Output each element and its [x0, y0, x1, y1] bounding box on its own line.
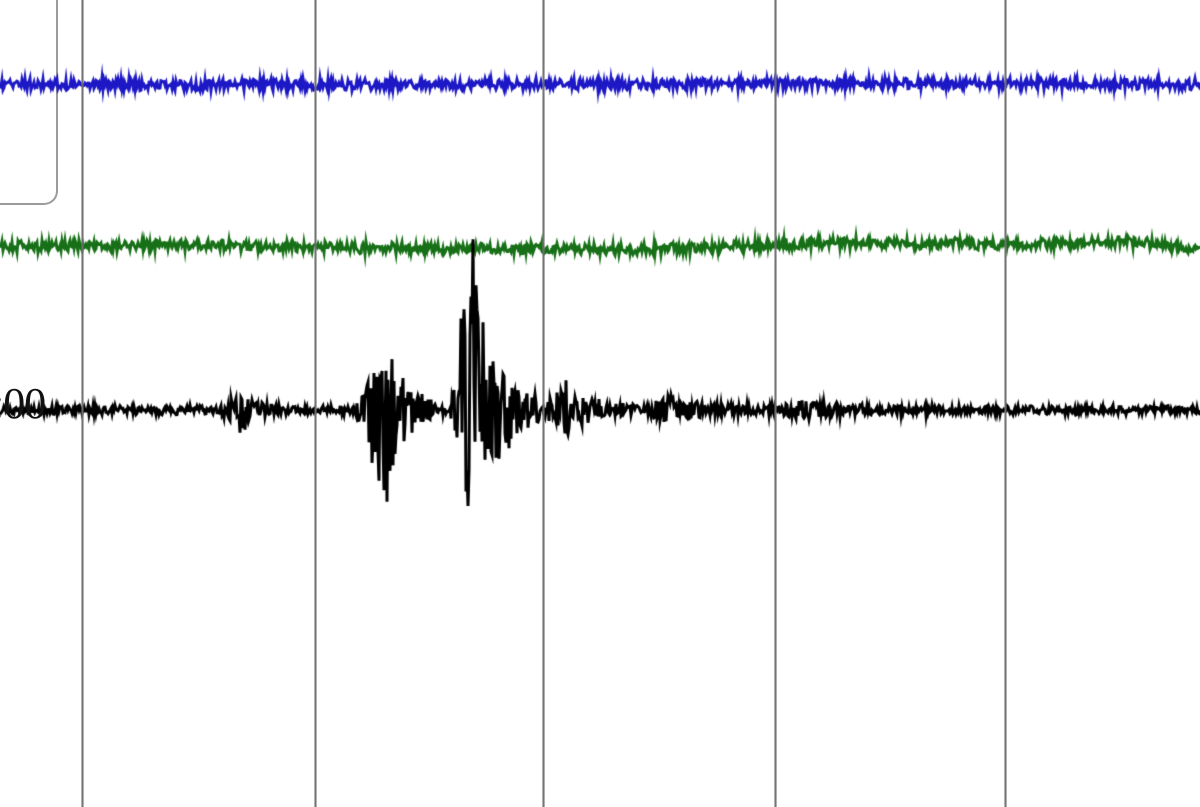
- axis-time-label: :00: [0, 379, 46, 428]
